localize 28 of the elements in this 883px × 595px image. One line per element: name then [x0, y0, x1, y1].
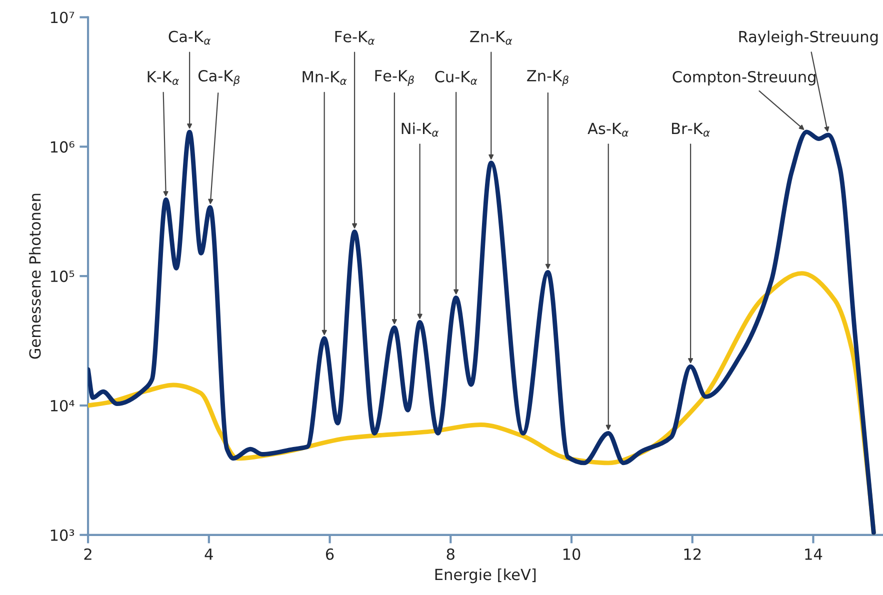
annotation: Ca-K$_{β}$ — [198, 70, 240, 86]
annotation: Ni-K$_{α}$ — [402, 122, 439, 137]
annotation: Ca-K$_{α}$ — [168, 30, 211, 45]
y-tick-label: 10⁵ — [50, 270, 74, 282]
annotation: As-K$_{α}$ — [588, 122, 628, 137]
annotation: Rayleigh-Streuung — [739, 30, 878, 46]
annotation: Fe-K$_{β}$ — [375, 70, 414, 86]
y-tick-label: 10⁶ — [50, 141, 74, 153]
x-tick-label: 12 — [684, 548, 701, 560]
annotation: Mn-K$_{α}$ — [302, 71, 347, 85]
annotation: Compton-Streuung — [672, 70, 816, 86]
x-tick-label: 4 — [204, 548, 213, 560]
annotation: Cu-K$_{α}$ — [435, 70, 478, 85]
annotation: Br-K$_{α}$ — [672, 122, 710, 137]
annotation: Zn-K$_{β}$ — [527, 70, 568, 86]
x-axis-title: Energie [keV] — [435, 568, 536, 584]
x-tick-label: 8 — [446, 548, 454, 560]
annotation: Zn-K$_{α}$ — [470, 31, 512, 45]
x-tick-label: 2 — [84, 548, 92, 560]
annotation: K-K$_{α}$ — [148, 71, 179, 85]
annotation: Fe-K$_{α}$ — [335, 31, 375, 45]
y-axis-title: Gemessene Photonen — [28, 194, 41, 359]
x-tick-label: 14 — [805, 548, 822, 560]
x-tick-label: 6 — [326, 548, 334, 560]
x-tick-label: 10 — [563, 548, 580, 560]
y-tick-label: 10³ — [50, 529, 74, 541]
y-tick-label: 10⁷ — [50, 12, 74, 24]
y-tick-label: 10⁴ — [50, 400, 74, 412]
